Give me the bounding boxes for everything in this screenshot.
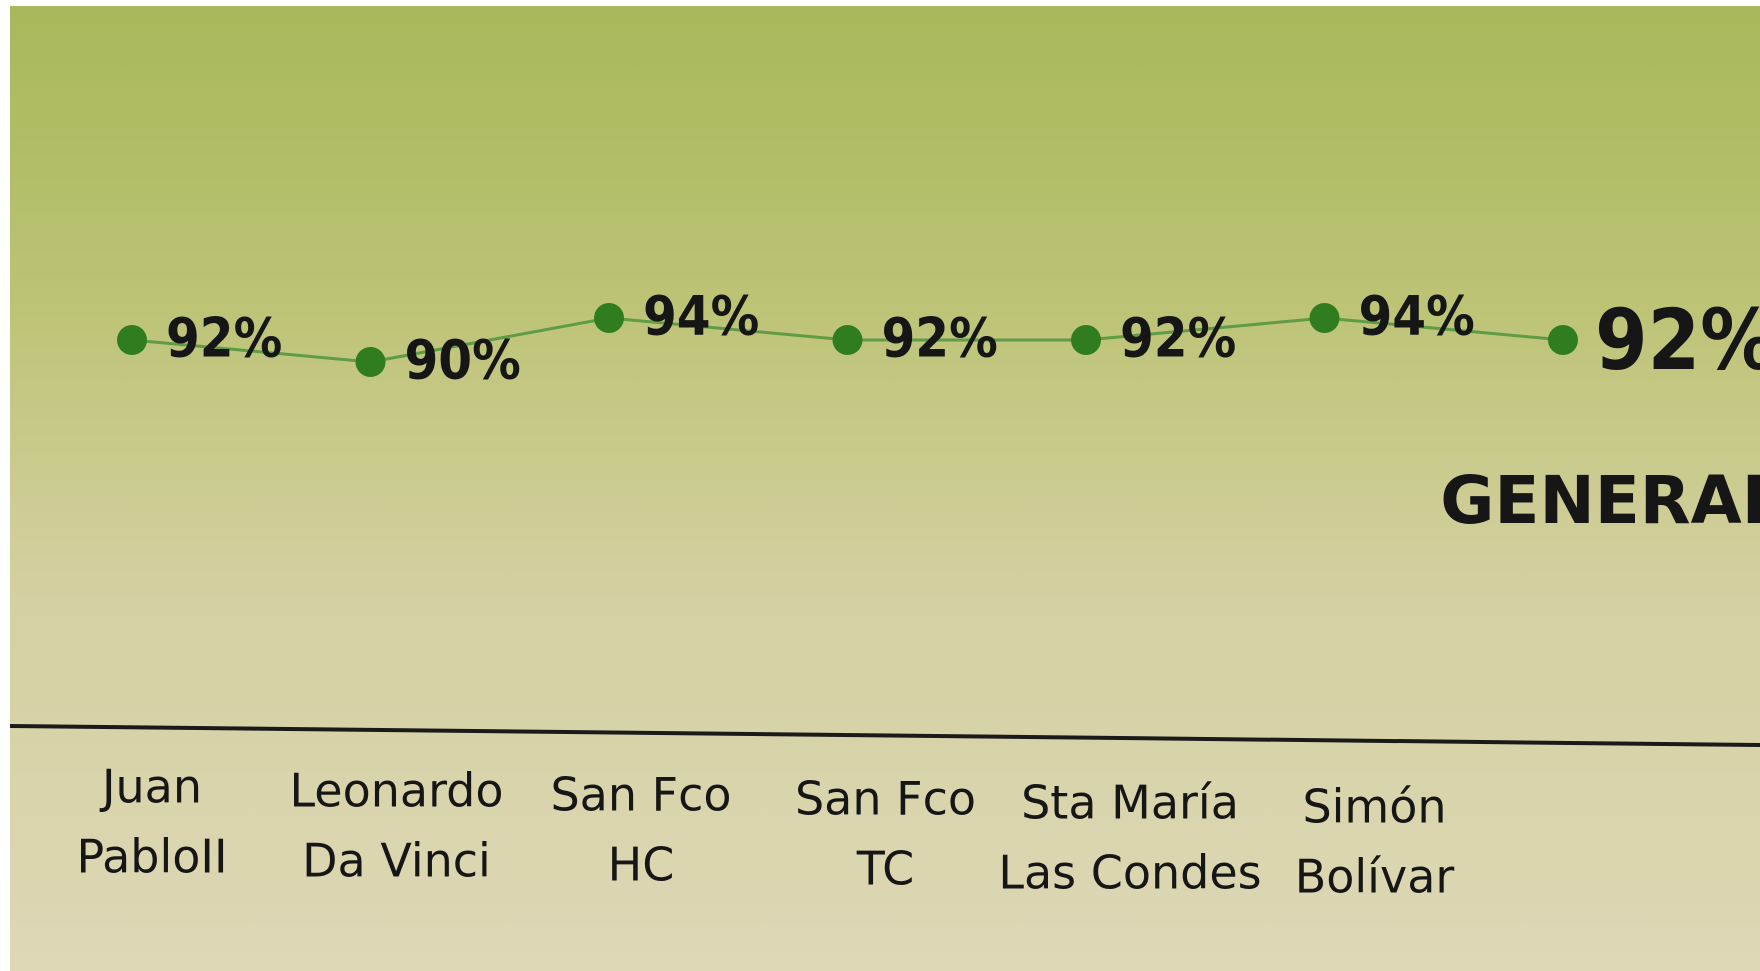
point: [1309, 303, 1340, 333]
point: [355, 347, 386, 377]
point: [1548, 325, 1578, 355]
value-label: 92%: [166, 307, 282, 370]
value-label: 94%: [1359, 285, 1475, 348]
point: [594, 303, 624, 333]
category-label: Sta María: [1021, 776, 1239, 830]
category-label: Da Vinci: [302, 834, 491, 888]
value-label: 92%: [882, 307, 998, 370]
value-label: 92%: [1120, 307, 1236, 370]
point: [832, 325, 863, 355]
category-label: Juan: [99, 760, 202, 814]
category-label: San Fco: [550, 768, 731, 822]
category-label: Las Condes: [998, 846, 1261, 900]
category-label: TC: [856, 842, 915, 896]
base-line: [9, 724, 1760, 747]
value-label: 90%: [405, 329, 521, 392]
category-label: Simón: [1302, 780, 1446, 834]
paper-background: [10, 6, 1760, 971]
category-label: GENERAL: [1440, 462, 1760, 539]
category-label: HC: [608, 838, 675, 892]
category-label: Bolívar: [1295, 850, 1455, 904]
category-label: PabloII: [76, 830, 227, 884]
point: [117, 325, 147, 355]
point: [1071, 325, 1101, 355]
value-label: 94%: [643, 285, 759, 348]
category-label: Leonardo: [289, 764, 503, 818]
category-label: San Fco: [795, 772, 976, 826]
value-label: 92%: [1595, 291, 1760, 389]
